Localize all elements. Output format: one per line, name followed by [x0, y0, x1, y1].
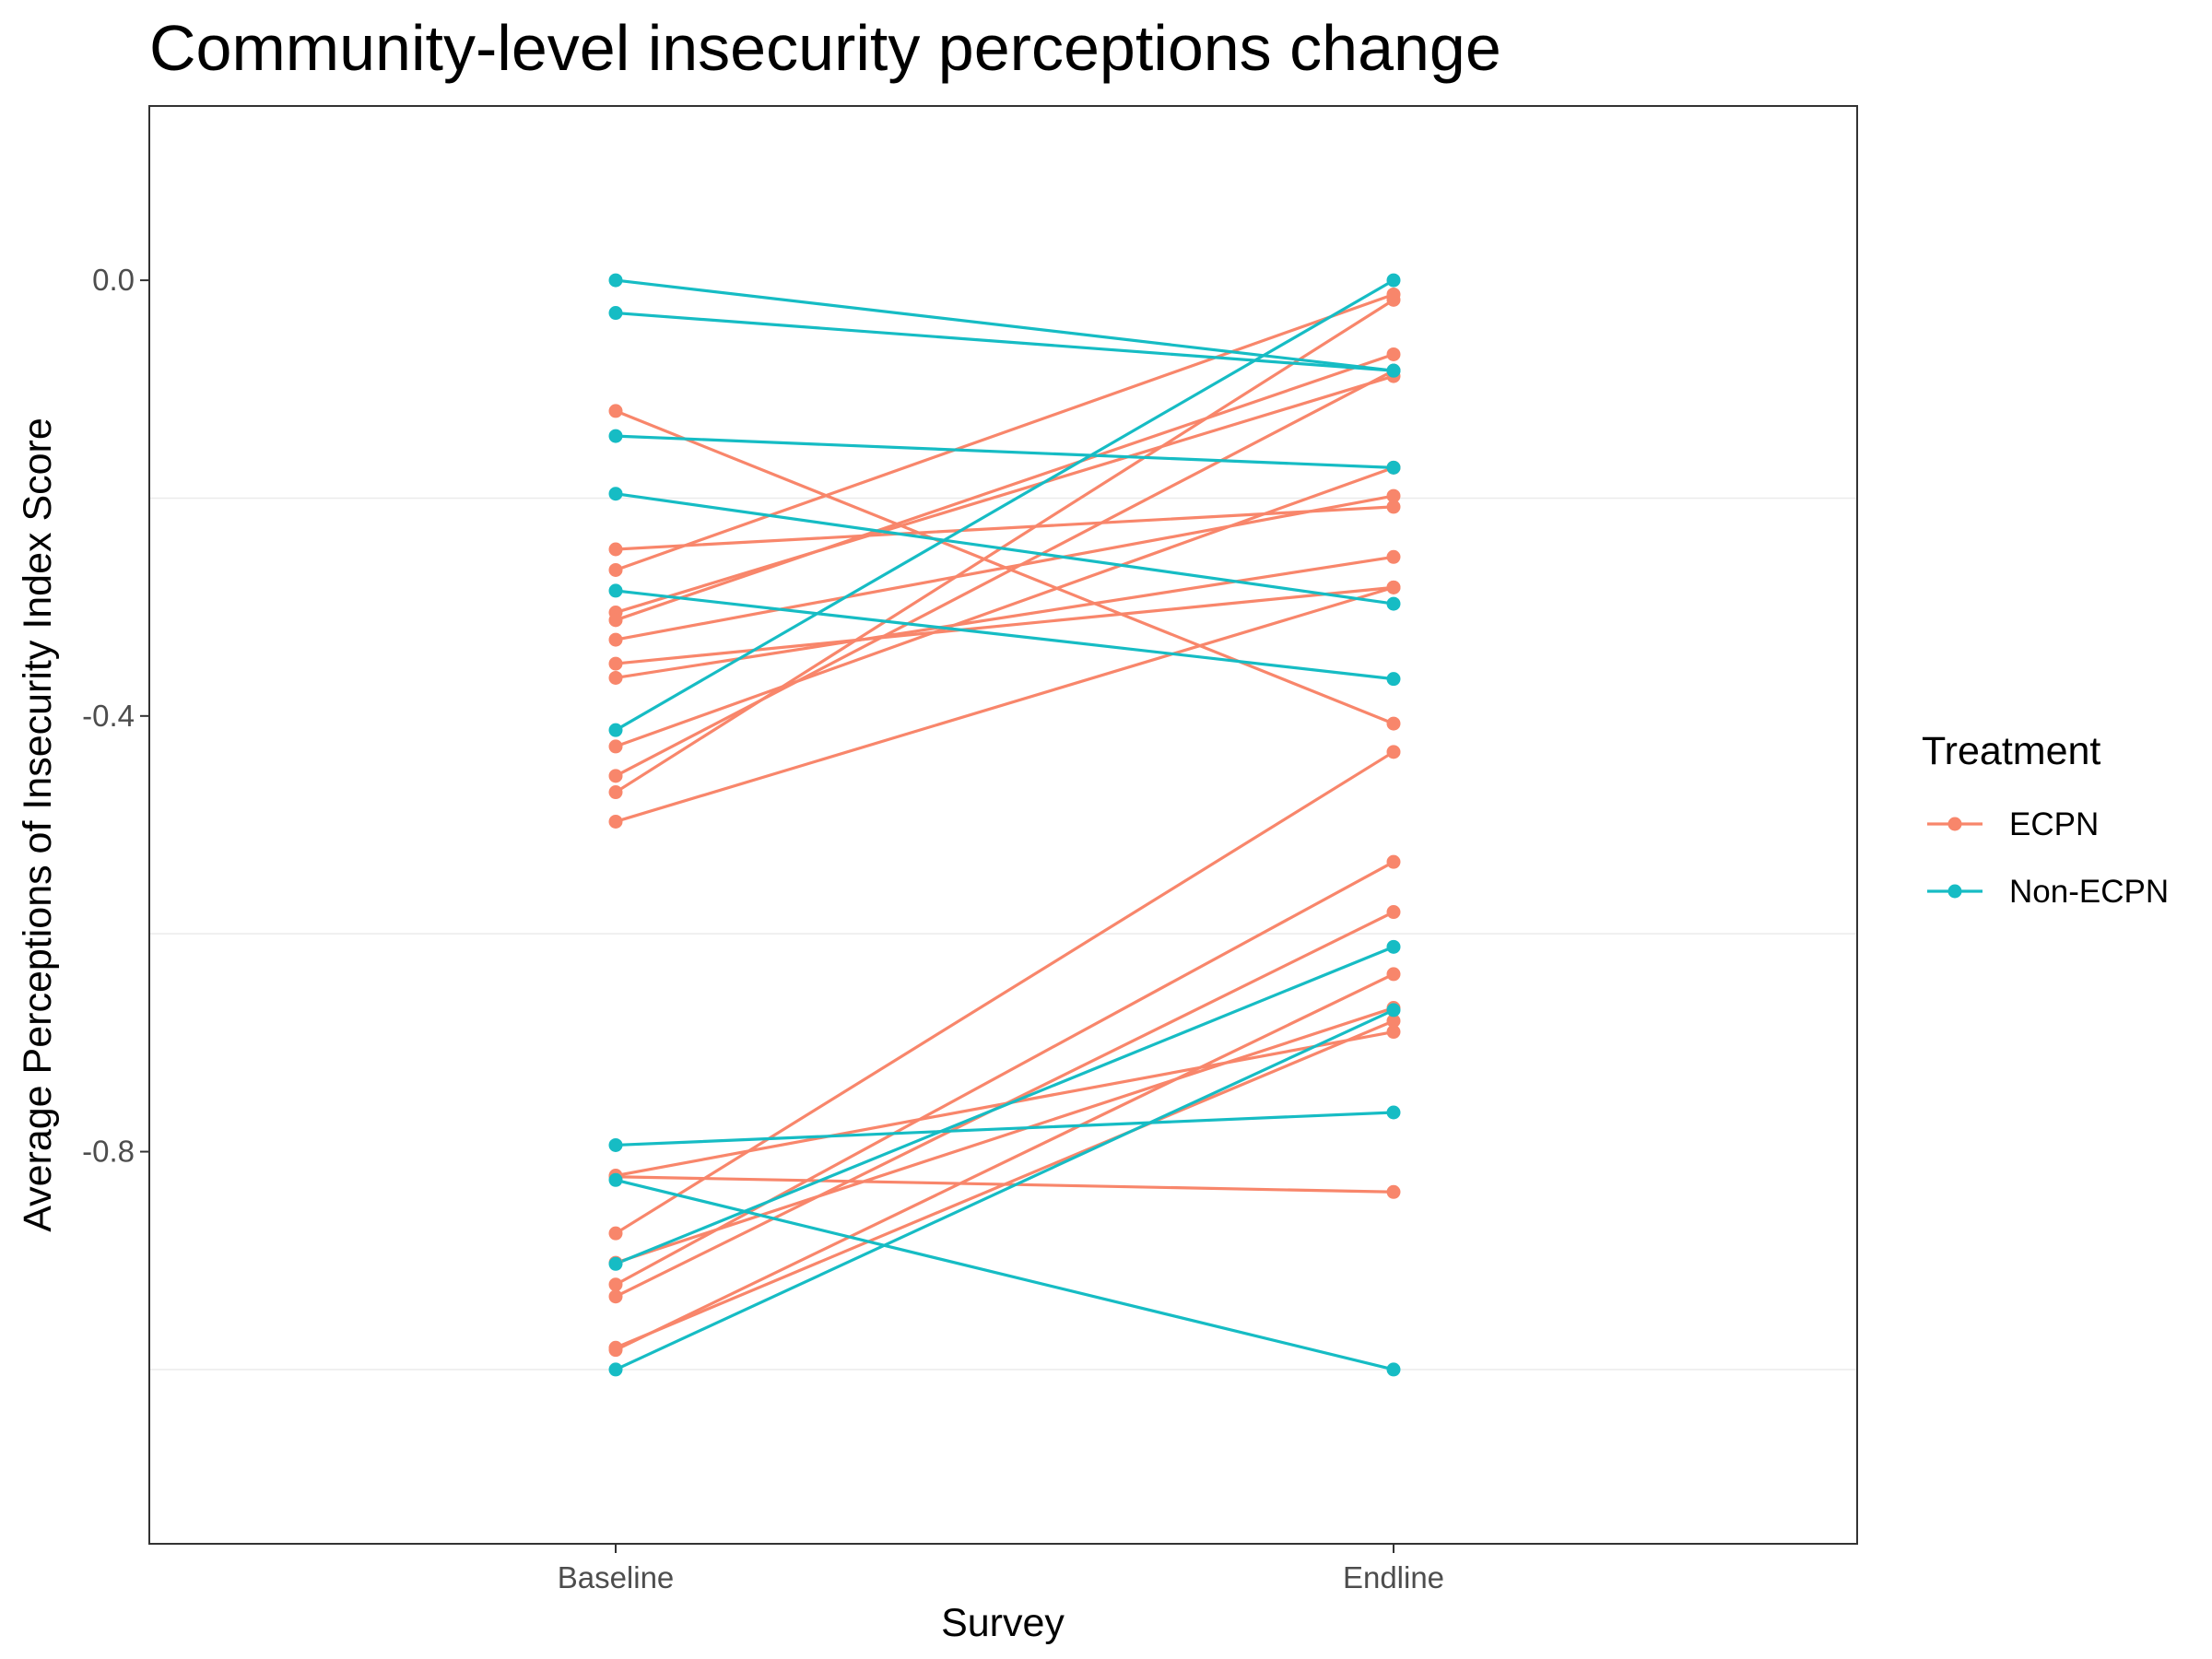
data-point-ecpn-endline	[1386, 745, 1401, 759]
legend-label-ecpn: ECPN	[2009, 806, 2099, 842]
grid-layer	[149, 497, 1857, 1371]
data-point-ecpn-baseline	[608, 656, 623, 671]
series-line-non-ecpn	[614, 589, 1395, 681]
data-point-non-ecpn-baseline	[608, 723, 623, 737]
data-point-non-ecpn-baseline	[608, 1362, 623, 1377]
data-point-non-ecpn-endline	[1386, 460, 1401, 475]
y-tick-label: -0.4	[82, 699, 135, 733]
data-point-ecpn-baseline	[608, 542, 623, 557]
data-point-ecpn-endline	[1386, 967, 1401, 982]
series-line-non-ecpn	[614, 278, 1395, 732]
data-point-non-ecpn-endline	[1386, 672, 1401, 687]
data-point-ecpn-endline	[1386, 488, 1401, 503]
series-line-ecpn	[614, 494, 1395, 641]
x-axis-title: Survey	[941, 1601, 1065, 1645]
series-line-ecpn	[614, 860, 1395, 1287]
series-line-non-ecpn	[614, 311, 1395, 372]
data-point-ecpn-baseline	[608, 562, 623, 577]
data-point-ecpn-endline	[1386, 347, 1401, 361]
legend-key-point-non-ecpn	[1947, 884, 1962, 899]
series-line-ecpn	[614, 352, 1395, 622]
data-point-non-ecpn-baseline	[608, 1137, 623, 1152]
series-line-ecpn	[614, 298, 1395, 794]
legend: Treatment ECPN Non-ECPN	[1922, 729, 2169, 910]
y-tick-label: 0.0	[92, 263, 135, 297]
series-line-ecpn	[614, 292, 1395, 572]
data-point-non-ecpn-baseline	[608, 583, 623, 598]
series-line-ecpn	[614, 369, 1395, 778]
legend-key-point-ecpn	[1947, 817, 1962, 831]
series-lines	[614, 278, 1395, 1371]
data-point-ecpn-endline	[1386, 1014, 1401, 1029]
legend-label-non-ecpn: Non-ECPN	[2009, 874, 2169, 910]
series-line-ecpn	[614, 1006, 1395, 1265]
data-point-ecpn-endline	[1386, 549, 1401, 564]
x-tick-label: Baseline	[558, 1560, 675, 1594]
data-point-ecpn-endline	[1386, 1184, 1401, 1199]
data-point-non-ecpn-endline	[1386, 1105, 1401, 1120]
legend-title: Treatment	[1922, 729, 2100, 773]
data-point-ecpn-endline	[1386, 500, 1401, 514]
data-point-ecpn-baseline	[608, 404, 623, 418]
data-point-ecpn-baseline	[608, 785, 623, 800]
data-point-ecpn-baseline	[608, 632, 623, 647]
data-point-ecpn-baseline	[608, 613, 623, 628]
data-point-non-ecpn-baseline	[608, 487, 623, 501]
data-point-non-ecpn-baseline	[608, 1172, 623, 1187]
series-line-non-ecpn	[614, 1111, 1395, 1147]
data-point-non-ecpn-endline	[1386, 273, 1401, 288]
data-point-non-ecpn-endline	[1386, 1362, 1401, 1377]
y-axis-title: Average Perceptions of Insecurity Index …	[16, 418, 60, 1232]
series-line-ecpn	[614, 465, 1395, 748]
data-point-ecpn-endline	[1386, 905, 1401, 920]
series-line-ecpn	[614, 585, 1395, 824]
plot-panel-border	[148, 105, 1858, 1545]
data-point-non-ecpn-baseline	[608, 306, 623, 321]
series-line-ecpn	[614, 1019, 1395, 1349]
series-points	[608, 273, 1401, 1377]
data-point-ecpn-endline	[1386, 1025, 1401, 1040]
data-point-non-ecpn-endline	[1386, 939, 1401, 954]
data-point-ecpn-endline	[1386, 580, 1401, 594]
series-line-ecpn	[614, 750, 1395, 1235]
data-point-non-ecpn-endline	[1386, 363, 1401, 378]
series-line-non-ecpn	[614, 434, 1395, 469]
data-point-non-ecpn-baseline	[608, 273, 623, 288]
data-point-ecpn-baseline	[608, 1289, 623, 1304]
series-line-ecpn	[614, 972, 1395, 1352]
data-point-ecpn-baseline	[608, 1340, 623, 1355]
data-point-non-ecpn-endline	[1386, 596, 1401, 611]
series-line-non-ecpn	[614, 1178, 1395, 1371]
y-axis: 0.0 -0.4 -0.8	[82, 263, 149, 1169]
x-tick-label: Endline	[1343, 1560, 1444, 1594]
data-point-ecpn-endline	[1386, 716, 1401, 731]
series-line-ecpn	[614, 374, 1395, 615]
y-tick-label: -0.8	[82, 1135, 135, 1169]
data-point-ecpn-baseline	[608, 1226, 623, 1241]
series-line-non-ecpn	[614, 278, 1395, 372]
data-point-ecpn-baseline	[608, 739, 623, 754]
data-point-ecpn-endline	[1386, 292, 1401, 307]
data-point-non-ecpn-endline	[1386, 1003, 1401, 1018]
chart-title: Community-level insecurity perceptions c…	[149, 12, 1501, 84]
data-point-ecpn-baseline	[608, 670, 623, 685]
data-point-ecpn-baseline	[608, 814, 623, 829]
series-line-ecpn	[614, 555, 1395, 680]
data-point-non-ecpn-baseline	[608, 429, 623, 443]
data-point-ecpn-baseline	[608, 769, 623, 783]
series-line-non-ecpn	[614, 492, 1395, 606]
data-point-non-ecpn-baseline	[608, 1256, 623, 1271]
series-line-non-ecpn	[614, 945, 1395, 1265]
series-line-non-ecpn	[614, 1008, 1395, 1371]
data-point-ecpn-baseline	[608, 1277, 623, 1292]
data-point-ecpn-endline	[1386, 854, 1401, 869]
x-axis: Baseline Endline	[558, 1544, 1444, 1594]
series-line-ecpn	[614, 585, 1395, 665]
